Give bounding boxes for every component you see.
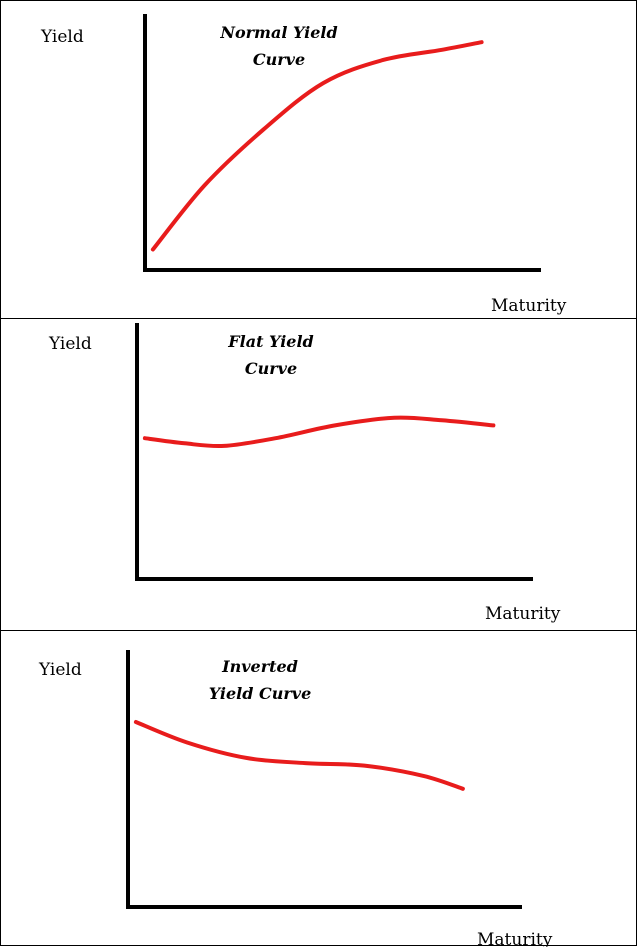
y-axis-label: Yield — [40, 27, 84, 47]
y-axis-label: Yield — [48, 334, 92, 354]
chart-title-line-1: Inverted — [221, 657, 298, 676]
y-axis-label: Yield — [38, 660, 82, 680]
x-axis-label: Maturity — [485, 604, 561, 624]
chart-flat-svg: Yield Flat Yield Curve Maturity — [48, 323, 561, 624]
chart-title-line-1: Normal Yield — [219, 23, 337, 42]
chart-title-line-2: Curve — [245, 359, 297, 378]
chart-normal-svg: Yield Normal Yield Curve Maturity — [40, 14, 567, 316]
chart-panel-normal: Yield Normal Yield Curve Maturity — [0, 0, 637, 318]
chart-title-line-1: Flat Yield — [227, 332, 313, 351]
chart-panel-inverted: Yield Inverted Yield Curve Maturity — [0, 630, 637, 947]
chart-inverted-svg: Yield Inverted Yield Curve Maturity — [38, 650, 553, 947]
normal-yield-curve-line — [150, 40, 484, 252]
chart-title-line-2: Yield Curve — [209, 684, 312, 703]
chart-panel-flat: Yield Flat Yield Curve Maturity — [0, 318, 637, 630]
chart-title-line-2: Curve — [253, 50, 305, 69]
inverted-yield-curve-line — [133, 720, 465, 791]
flat-yield-curve-line — [142, 415, 496, 449]
x-axis-label: Maturity — [477, 930, 553, 947]
x-axis-label: Maturity — [491, 296, 567, 316]
